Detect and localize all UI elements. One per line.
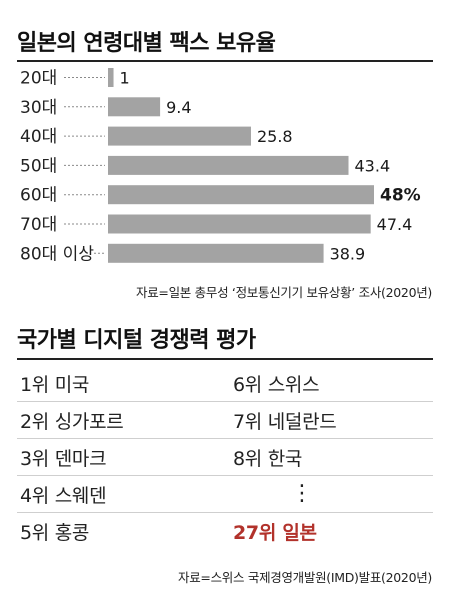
value-label: 1	[120, 69, 130, 88]
chart-title: 일본의 연령대별 팩스 보유율	[17, 31, 276, 56]
rank-item: 1위 미국	[17, 365, 230, 402]
category-label: 70대	[20, 215, 57, 235]
ellipsis-row: ⋮	[230, 476, 433, 513]
category-label: 30대	[20, 98, 57, 118]
rank-item: 27위 일본	[233, 522, 317, 544]
ranking-divider	[17, 358, 433, 360]
value-label: 47.4	[377, 215, 413, 234]
ranking-source: 자료=스위스 국제경영개발원(IMD)발표(2020년)	[178, 570, 432, 585]
category-label: 80대 이상	[20, 244, 94, 264]
rank-item: 6위 스위스	[230, 365, 433, 402]
rank-item: 4위 스웨덴	[17, 476, 230, 513]
bar	[108, 243, 324, 263]
value-label: 25.8	[257, 127, 293, 146]
bar	[108, 126, 251, 146]
rank-item: 5위 홍콩	[20, 522, 90, 544]
bar	[108, 97, 161, 117]
rank-item: 8위 한국	[230, 439, 433, 476]
value-label: 43.4	[355, 156, 391, 175]
rank-item: 2위 싱가포르	[17, 402, 230, 439]
chart-source: 자료=일본 총무성 ‘정보통신기기 보유상황’ 조사(2020년)	[136, 285, 432, 300]
value-label: 9.4	[166, 98, 191, 117]
title-divider	[17, 60, 433, 62]
rank-item: 3위 덴마크	[17, 439, 230, 476]
rank-item: 7위 네덜란드	[230, 402, 433, 439]
bar	[108, 155, 349, 175]
value-label: 48%	[380, 186, 421, 206]
category-label: 50대	[20, 156, 57, 176]
bar	[108, 214, 371, 234]
value-label: 38.9	[330, 244, 366, 263]
age-fax-bar-chart: 20대 1 30대 9.4 40대 25.8 50대 43.4 60대 48% 70대 47.4 80대…	[20, 68, 421, 264]
bar	[108, 185, 374, 205]
digital-competitiveness-ranking: 1위 미국 6위 스위스 2위 싱가포르 7위 네덜란드 3위 덴마크 8위 한국 4위 스…	[17, 365, 433, 550]
category-label: 60대	[20, 186, 57, 206]
ranking-title: 국가별 디지털 경쟁력 평가	[17, 328, 256, 353]
category-label: 40대	[20, 127, 57, 147]
bar	[108, 68, 114, 87]
category-label: 20대	[20, 69, 57, 89]
